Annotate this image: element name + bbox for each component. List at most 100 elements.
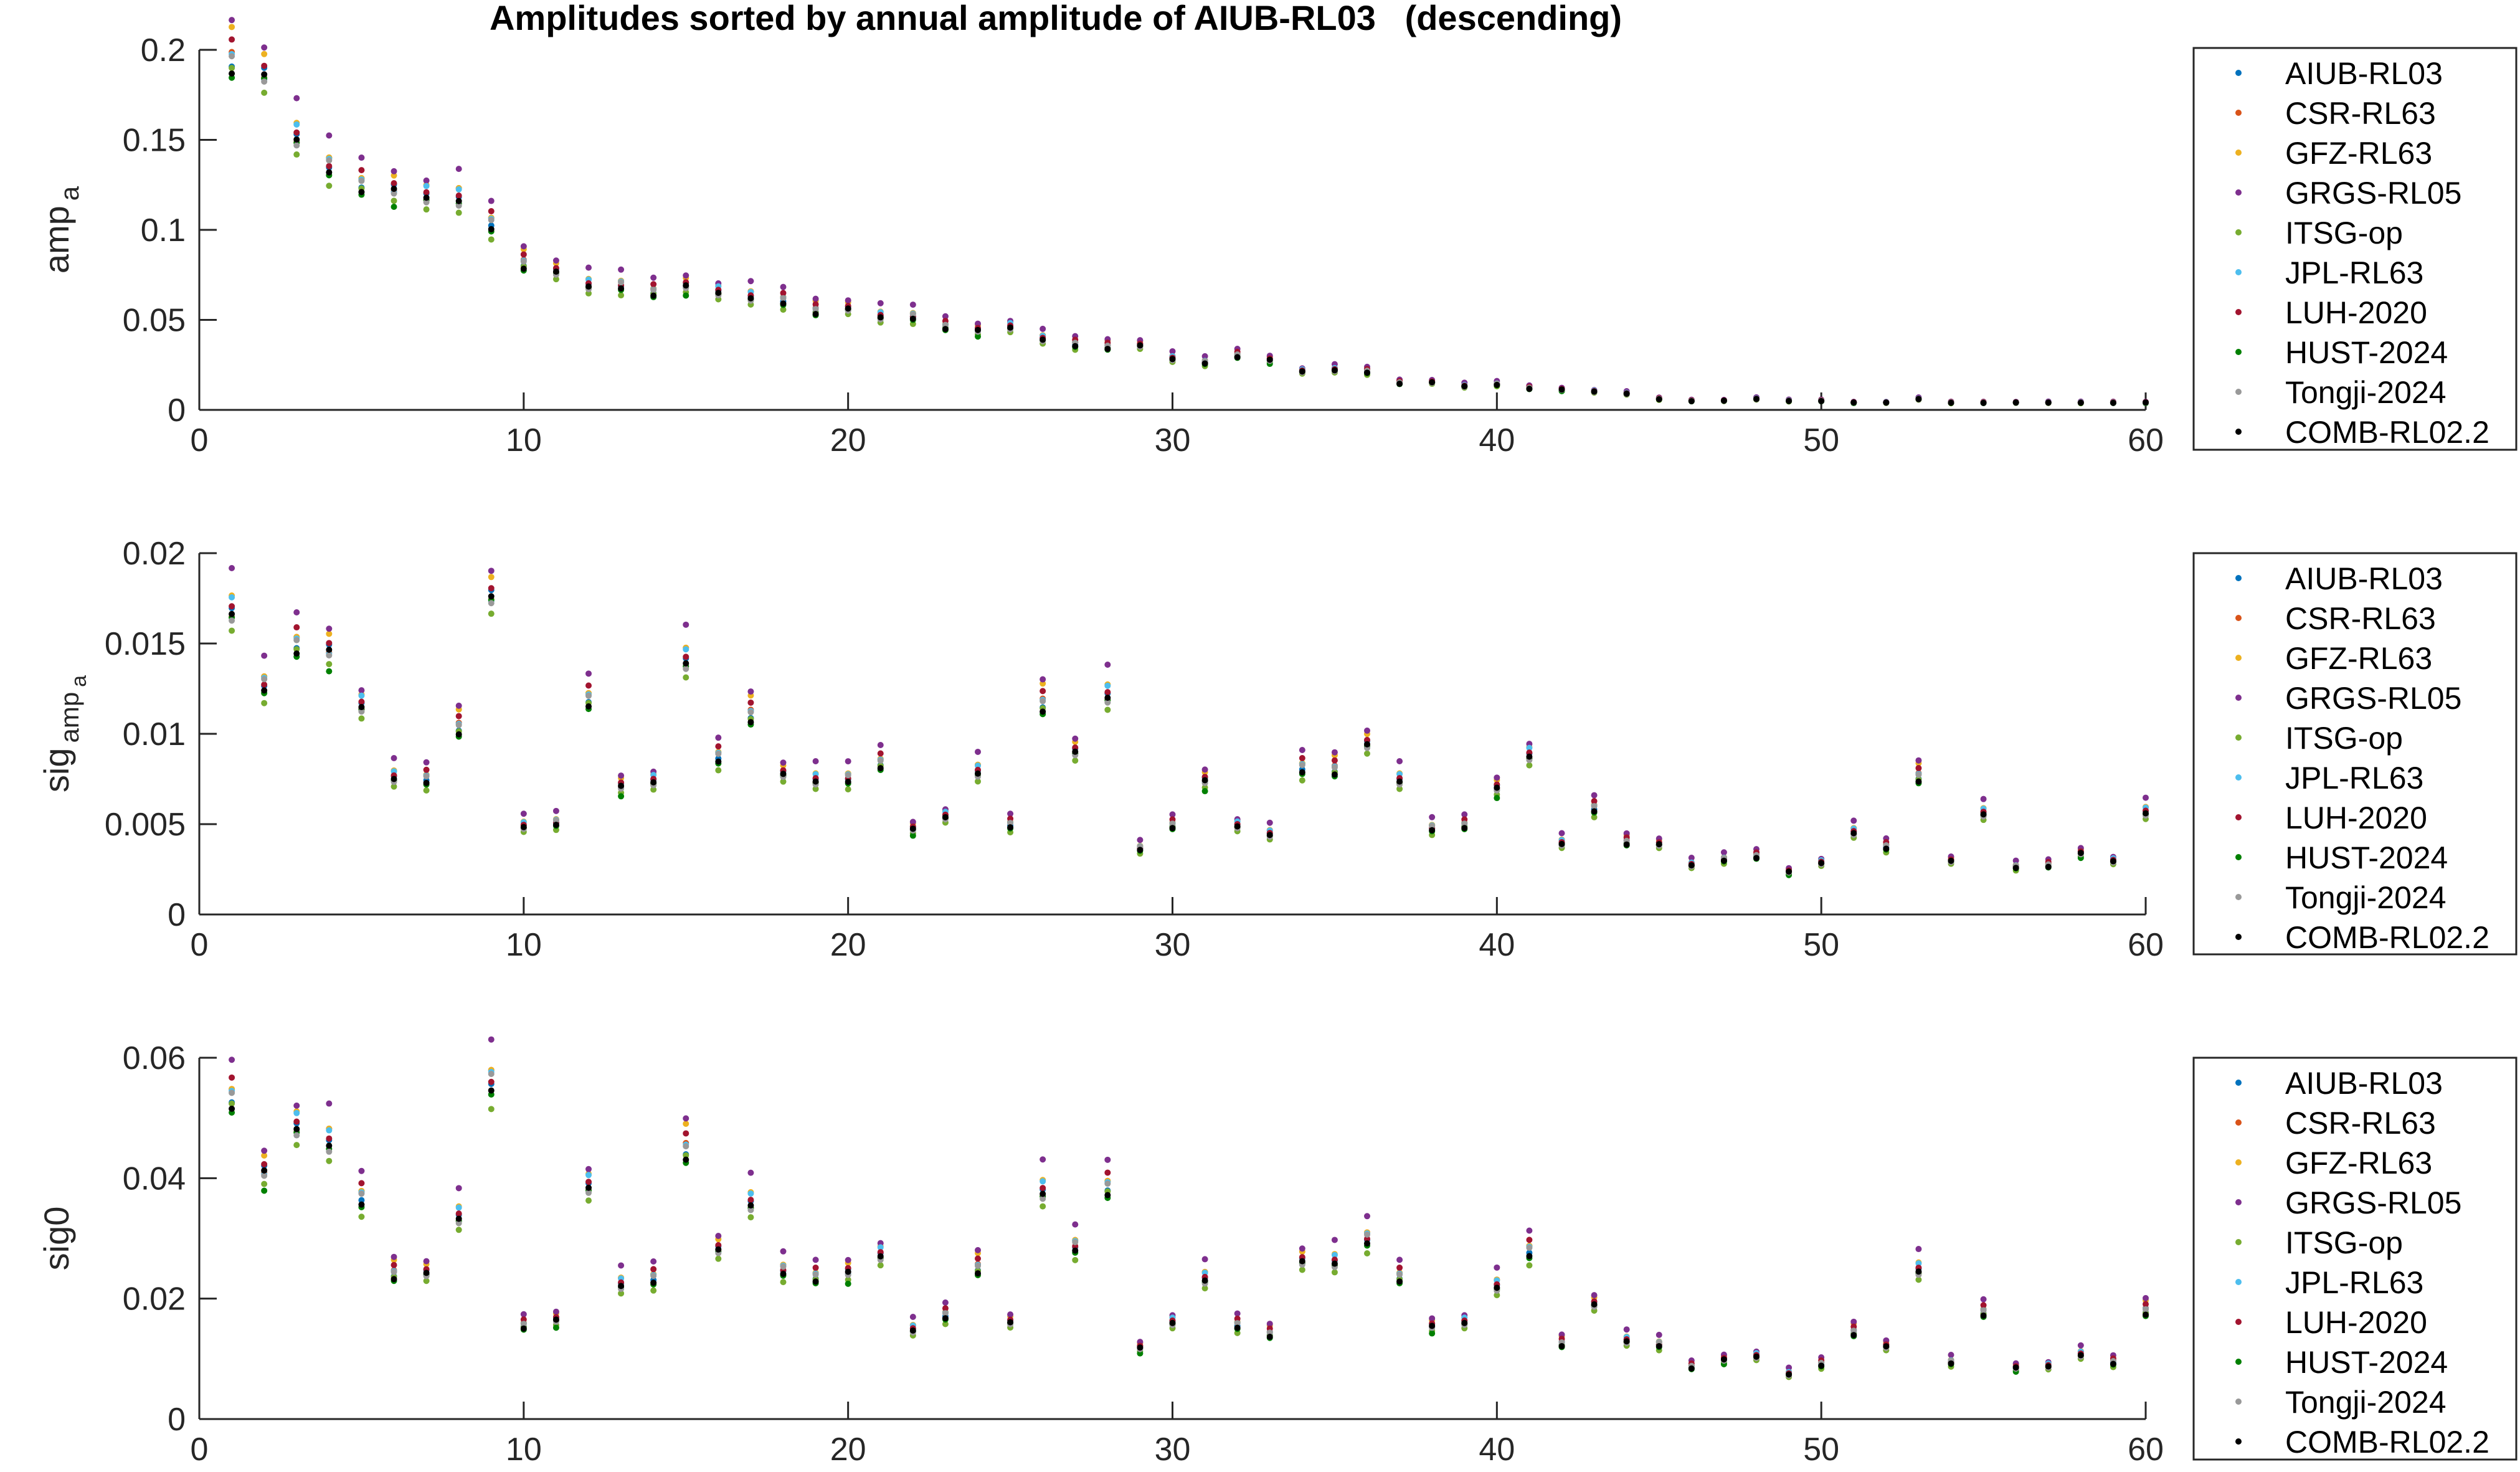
data-point-comb-rl02.2: [1266, 832, 1273, 838]
data-point-tongji-2024: [975, 1262, 981, 1269]
data-point-tongji-2024: [845, 772, 851, 779]
y-axis-label-main: sig: [37, 748, 76, 793]
data-point-grgs-rl05: [326, 1100, 333, 1107]
legend-box: [2192, 1057, 2518, 1461]
data-point-itsg-op: [975, 778, 981, 785]
data-point-itsg-op: [358, 715, 365, 722]
data-point-grgs-rl05: [1591, 792, 1598, 799]
legend-marker-luh-2020: [2235, 814, 2242, 820]
data-point-itsg-op: [391, 197, 397, 204]
data-point-tongji-2024: [909, 311, 916, 318]
data-point-comb-rl02.2: [1234, 823, 1241, 830]
x-tick-label: 40: [1479, 422, 1515, 458]
data-point-comb-rl02.2: [1040, 708, 1046, 715]
data-point-grgs-rl05: [1201, 1256, 1208, 1263]
data-point-luh-2020: [942, 1305, 949, 1312]
data-point-comb-rl02.2: [261, 687, 268, 694]
data-point-itsg-op: [326, 183, 333, 189]
data-point-comb-rl02.2: [455, 1215, 462, 1222]
data-point-grgs-rl05: [1072, 1221, 1079, 1228]
data-point-itsg-op: [1040, 1203, 1046, 1210]
y-tick-label: 0: [168, 1402, 186, 1438]
data-point-comb-rl02.2: [2143, 1311, 2149, 1318]
data-point-comb-rl02.2: [2110, 1360, 2116, 1367]
data-point-comb-rl02.2: [1591, 808, 1598, 815]
data-point-itsg-op: [229, 627, 235, 634]
data-point-itsg-op: [1915, 1276, 1922, 1283]
data-point-itsg-op: [488, 1106, 495, 1113]
data-point-grgs-rl05: [229, 17, 235, 24]
data-point-itsg-op: [1299, 777, 1305, 784]
legend-box: [2192, 47, 2518, 451]
legend-label: ITSG-op: [2285, 1225, 2403, 1260]
data-point-jpl-rl63: [455, 186, 462, 192]
data-point-luh-2020: [358, 167, 365, 174]
data-point-comb-rl02.2: [909, 315, 916, 322]
data-point-grgs-rl05: [909, 819, 916, 825]
data-point-gfz-rl63: [261, 1152, 268, 1159]
data-point-luh-2020: [423, 766, 430, 773]
data-point-grgs-rl05: [618, 1262, 625, 1269]
legend-label: LUH-2020: [2285, 1305, 2427, 1340]
data-point-itsg-op: [812, 786, 819, 792]
data-point-grgs-rl05: [488, 197, 495, 204]
legend-marker-jpl-rl63: [2235, 269, 2242, 275]
legend-marker-luh-2020: [2235, 1319, 2242, 1325]
data-point-grgs-rl05: [1007, 810, 1014, 817]
data-point-comb-rl02.2: [293, 1126, 300, 1132]
data-point-hust-2024: [1494, 795, 1500, 802]
data-point-grgs-rl05: [1040, 1156, 1046, 1163]
data-point-grgs-rl05: [1072, 735, 1079, 742]
data-point-luh-2020: [683, 653, 689, 660]
data-point-hust-2024: [552, 1324, 559, 1331]
y-tick-label: 0.2: [141, 32, 186, 69]
data-point-tongji-2024: [1299, 762, 1305, 769]
y-tick-label: 0.05: [123, 303, 186, 339]
data-point-comb-rl02.2: [683, 282, 689, 289]
data-point-itsg-op: [1526, 762, 1533, 769]
data-point-tongji-2024: [715, 751, 722, 757]
data-point-grgs-rl05: [845, 758, 851, 765]
data-point-luh-2020: [520, 1316, 527, 1323]
data-point-jpl-rl63: [229, 594, 235, 601]
data-point-tongji-2024: [229, 1090, 235, 1096]
data-point-comb-rl02.2: [358, 1201, 365, 1208]
data-point-tongji-2024: [683, 665, 689, 672]
data-point-comb-rl02.2: [391, 776, 397, 782]
data-point-luh-2020: [812, 301, 819, 308]
data-point-grgs-rl05: [261, 44, 268, 51]
data-point-comb-rl02.2: [585, 703, 592, 710]
data-point-grgs-rl05: [618, 266, 625, 273]
data-point-tongji-2024: [780, 295, 787, 302]
data-point-grgs-rl05: [747, 1169, 754, 1176]
data-point-luh-2020: [683, 1130, 689, 1137]
data-point-comb-rl02.2: [1104, 1192, 1111, 1199]
legend-marker-csr-rl63: [2235, 1119, 2242, 1126]
data-point-grgs-rl05: [650, 274, 657, 281]
data-point-tongji-2024: [455, 721, 462, 728]
data-point-grgs-rl05: [845, 297, 851, 304]
legend-label: AIUB-RL03: [2285, 1066, 2443, 1101]
data-point-jpl-rl63: [1331, 1251, 1338, 1258]
data-point-tongji-2024: [618, 279, 625, 286]
data-point-comb-rl02.2: [715, 290, 722, 297]
data-point-grgs-rl05: [552, 257, 559, 264]
data-point-comb-rl02.2: [1364, 369, 1370, 376]
data-point-comb-rl02.2: [1461, 383, 1468, 390]
data-point-grgs-rl05: [488, 567, 495, 574]
data-point-grgs-rl05: [1915, 1246, 1922, 1253]
data-point-comb-rl02.2: [2045, 399, 2052, 406]
data-point-tongji-2024: [488, 217, 495, 224]
data-point-grgs-rl05: [1396, 758, 1403, 765]
data-point-comb-rl02.2: [391, 1276, 397, 1283]
data-point-comb-rl02.2: [618, 782, 625, 789]
data-point-comb-rl02.2: [1072, 748, 1079, 755]
data-point-grgs-rl05: [877, 742, 884, 749]
y-tick-label: 0.02: [123, 536, 186, 572]
data-point-comb-rl02.2: [909, 1327, 916, 1334]
data-point-grgs-rl05: [1526, 1227, 1533, 1234]
data-point-grgs-rl05: [229, 564, 235, 571]
legend-label: JPL-RL63: [2285, 1265, 2423, 1300]
data-point-comb-rl02.2: [1461, 1319, 1468, 1326]
data-point-gfz-rl63: [229, 24, 235, 31]
